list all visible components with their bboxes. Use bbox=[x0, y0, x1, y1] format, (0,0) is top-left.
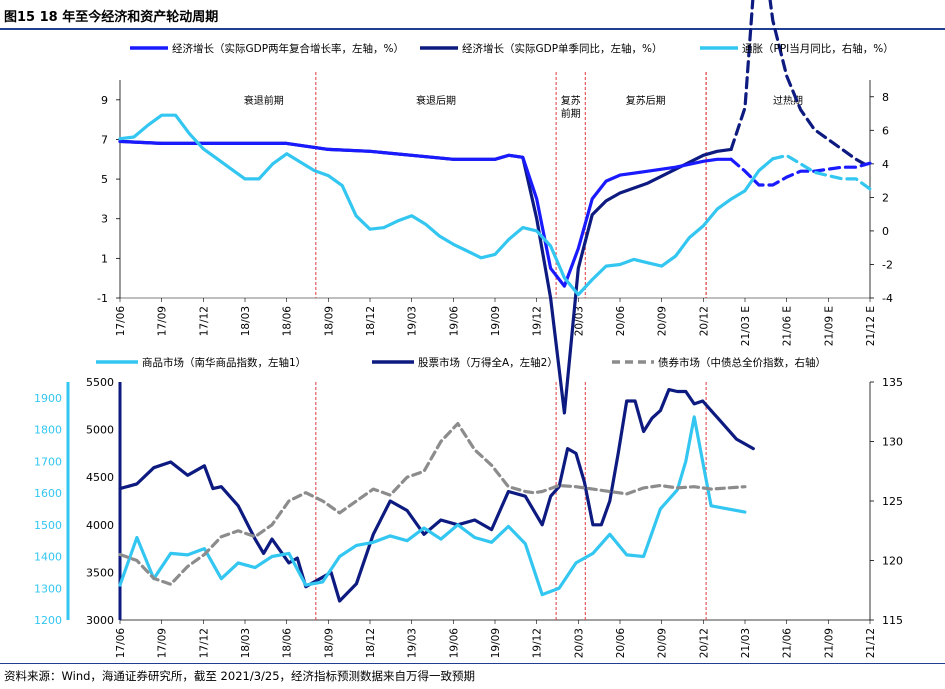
panel2-axis2-tick-label: 5500 bbox=[86, 376, 114, 389]
phase-label: 衰退后期 bbox=[416, 94, 456, 107]
panel2-axis2-tick-label: 4000 bbox=[86, 519, 114, 532]
series-line bbox=[729, 0, 872, 169]
panel2-right-tick-label: 135 bbox=[882, 376, 903, 389]
panel1-x-tick-label: 18/09 bbox=[323, 306, 335, 336]
panel1-right-tick-label: -4 bbox=[882, 292, 893, 305]
panel1-left-tick-label: -1 bbox=[97, 292, 108, 305]
panel1-x-tick-label: 17/12 bbox=[198, 306, 210, 336]
panel2-x-tick-label: 21/12 bbox=[865, 628, 877, 658]
panel2-x-tick-label: 18/06 bbox=[282, 628, 294, 659]
series-line bbox=[771, 153, 872, 191]
phase-label: 衰退前期 bbox=[244, 94, 284, 107]
panel1-x-tick-label: 18/03 bbox=[240, 306, 252, 336]
panel2-x-tick-label: 19/09 bbox=[490, 628, 502, 658]
title-rule bbox=[0, 28, 945, 30]
panel1-x-tick-label: 20/09 bbox=[657, 306, 669, 336]
series-line bbox=[118, 422, 747, 586]
panel2-axis1-tick-label: 1400 bbox=[34, 551, 62, 564]
panel2-axis2-tick-label: 4500 bbox=[86, 471, 114, 484]
legend-label: 股票市场（万得全A，左轴2） bbox=[418, 356, 558, 369]
panel1-left-tick-label: 7 bbox=[101, 133, 108, 146]
panel1-x-tick-label: 19/09 bbox=[490, 306, 502, 336]
panel2-x-tick-label: 20/09 bbox=[657, 628, 669, 658]
legend-label: 债券市场（中债总全价指数，右轴） bbox=[658, 356, 826, 369]
panel1-right-tick-label: 8 bbox=[882, 91, 889, 104]
panel2-x-tick-label: 19/12 bbox=[532, 628, 544, 658]
legend-label: 经济增长（实际GDP单季同比，左轴，%） bbox=[462, 42, 663, 55]
panel2-axis2-tick-label: 3500 bbox=[86, 566, 114, 579]
series-line bbox=[118, 415, 747, 597]
panel2-axis1-tick-label: 1700 bbox=[34, 455, 62, 468]
panel2-x-tick-label: 21/06 bbox=[782, 628, 794, 659]
panel2-axis1-tick-label: 1800 bbox=[34, 424, 62, 437]
panel1-right-tick-label: -2 bbox=[882, 258, 893, 271]
source-note: 资料来源：Wind，海通证券研究所，截至 2021/3/25，经济指标预测数据来… bbox=[4, 669, 476, 683]
panel2-axis1-tick-label: 1200 bbox=[34, 614, 62, 627]
panel1-left-tick-label: 5 bbox=[101, 173, 108, 186]
panel1-right-tick-label: 0 bbox=[882, 225, 889, 238]
panel2-axis2-tick-label: 5000 bbox=[86, 424, 114, 437]
series-line bbox=[118, 113, 775, 297]
panel2-x-tick-label: 17/12 bbox=[198, 628, 210, 658]
panel2-right-tick-label: 125 bbox=[882, 495, 903, 508]
phase-label: 前期 bbox=[561, 107, 581, 120]
panel1-x-tick-label: 17/09 bbox=[157, 306, 169, 336]
series-line bbox=[118, 388, 755, 603]
panel1-x-tick-label: 21/03 E bbox=[740, 306, 752, 346]
panel1-x-tick-label: 20/06 bbox=[615, 306, 627, 337]
panel1-right-tick-label: 2 bbox=[882, 191, 889, 204]
panel2-x-tick-label: 19/06 bbox=[448, 628, 460, 659]
panel2-x-tick-label: 20/06 bbox=[615, 628, 627, 659]
panel2-axis2-tick-label: 3000 bbox=[86, 614, 114, 627]
panel1-x-tick-label: 18/06 bbox=[282, 306, 294, 337]
panel2-right-tick-label: 120 bbox=[882, 555, 903, 568]
figure-title: 图15 18 年至今经济和资产轮动周期 bbox=[4, 10, 219, 25]
panel1-left-tick-label: 1 bbox=[101, 252, 108, 265]
panel2-x-tick-label: 18/03 bbox=[240, 628, 252, 658]
panel2-axis1-tick-label: 1500 bbox=[34, 519, 62, 532]
panel1-x-tick-label: 19/06 bbox=[448, 306, 460, 337]
panel1-x-tick-label: 19/12 bbox=[532, 306, 544, 336]
panel2-x-tick-label: 19/03 bbox=[407, 628, 419, 658]
panel1-x-tick-label: 21/09 E bbox=[823, 306, 835, 346]
panel1-x-tick-label: 20/12 bbox=[698, 306, 710, 336]
panel1-right-tick-label: 4 bbox=[882, 158, 889, 171]
panel1-x-tick-label: 19/03 bbox=[407, 306, 419, 336]
panel1-right-tick-label: 6 bbox=[882, 124, 889, 137]
panel2-right-tick-label: 115 bbox=[882, 614, 903, 627]
phase-label: 复苏 bbox=[561, 94, 581, 107]
panel1-x-tick-label: 20/03 bbox=[573, 306, 585, 336]
legend-label: 经济增长（实际GDP两年复合增长率，左轴，%） bbox=[172, 42, 404, 55]
panel1-x-tick-label: 17/06 bbox=[115, 306, 127, 337]
source-rule bbox=[0, 663, 945, 664]
legend-label: 商品市场（南华商品指数，左轴1） bbox=[142, 356, 306, 369]
panel2-x-tick-label: 20/03 bbox=[573, 628, 585, 658]
panel2-x-tick-label: 17/06 bbox=[115, 628, 127, 659]
panel2-axis1-tick-label: 1300 bbox=[34, 582, 62, 595]
panel1-x-tick-label: 21/06 E bbox=[782, 306, 794, 346]
series-line bbox=[729, 157, 872, 187]
panel2-right-tick-label: 130 bbox=[882, 436, 903, 449]
series-line bbox=[118, 139, 733, 288]
panel2-x-tick-label: 18/09 bbox=[323, 628, 335, 658]
legend-label: 通胀（PPI当月同比，右轴，%） bbox=[742, 42, 894, 55]
panel1-x-tick-label: 21/12 E bbox=[865, 306, 877, 346]
panel2-axis1-tick-label: 1900 bbox=[34, 392, 62, 405]
panel1-left-tick-label: 3 bbox=[101, 213, 108, 226]
panel2-x-tick-label: 20/12 bbox=[698, 628, 710, 658]
panel2-x-tick-label: 21/09 bbox=[823, 628, 835, 658]
panel2-x-tick-label: 21/03 bbox=[740, 628, 752, 658]
panel2-x-tick-label: 17/09 bbox=[157, 628, 169, 658]
panel1-left-tick-label: 9 bbox=[101, 94, 108, 107]
panel2-x-tick-label: 18/12 bbox=[365, 628, 377, 658]
panel1-x-tick-label: 18/12 bbox=[365, 306, 377, 336]
series-line bbox=[118, 139, 733, 415]
phase-label: 复苏后期 bbox=[626, 94, 666, 107]
panel2-axis1-tick-label: 1600 bbox=[34, 487, 62, 500]
